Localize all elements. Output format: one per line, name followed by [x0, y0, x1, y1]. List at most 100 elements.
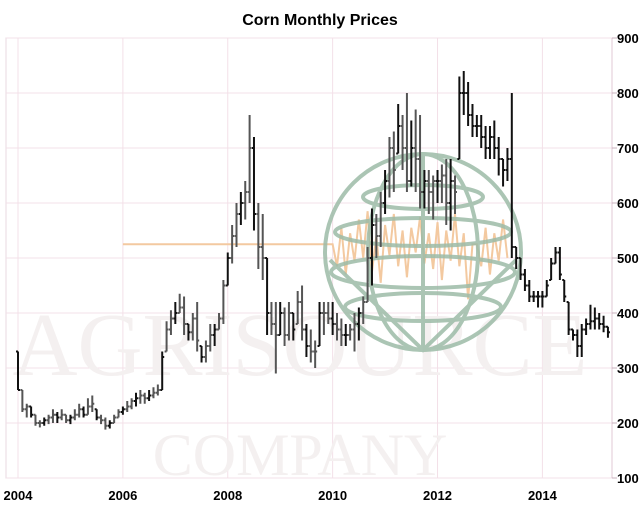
ohlc-bar: [155, 384, 160, 396]
ohlc-bar: [592, 307, 597, 330]
ohlc-bar: [217, 313, 222, 331]
ohlc-bar: [549, 258, 554, 281]
ohlc-bar: [85, 398, 90, 416]
ohlc-bar: [483, 126, 488, 159]
ohlc-bar: [531, 291, 536, 302]
ohlc-bar: [356, 307, 361, 341]
ohlc-bar: [435, 170, 440, 203]
ohlc-bar: [186, 323, 191, 341]
globe-v: [328, 258, 518, 353]
ohlc-bar: [94, 408, 99, 421]
ohlc-bar: [387, 137, 392, 198]
ohlc-bar: [20, 389, 25, 412]
ohlc-bar: [133, 392, 138, 407]
ohlc-bar: [212, 324, 217, 346]
ohlc-bar: [168, 310, 173, 335]
ohlc-bar: [256, 203, 261, 269]
ohlc-bar: [81, 406, 86, 418]
ohlc-bar: [295, 291, 300, 325]
ohlc-bar: [199, 345, 204, 363]
y-tick-label: 100: [617, 471, 639, 486]
ohlc-bar: [195, 302, 200, 352]
ohlc-bar: [492, 120, 497, 159]
ohlc-bar: [540, 291, 545, 308]
ohlc-bar: [247, 115, 252, 203]
ohlc-bar: [304, 324, 309, 357]
x-tick-label: 2012: [423, 488, 452, 503]
ohlc-bar: [282, 307, 287, 346]
globe-latitude: [343, 291, 503, 323]
watermark-text: COMPANY: [153, 422, 448, 488]
ohlc-bar: [68, 414, 73, 425]
ohlc-bar: [597, 313, 602, 330]
ohlc-bar: [343, 324, 348, 346]
ohlc-bar: [251, 137, 256, 231]
y-tick-label: 300: [617, 361, 639, 376]
ohlc-bar: [487, 126, 492, 159]
price-bars: [16, 71, 610, 430]
ohlc-bar: [448, 159, 453, 231]
ohlc-bar: [588, 304, 593, 330]
ohlc-bar: [221, 280, 226, 324]
ohlc-bar: [321, 302, 326, 335]
ohlc-bar: [269, 302, 274, 335]
ohlc-bar: [444, 159, 449, 225]
ohlc-bar: [352, 313, 357, 352]
ohlc-bar: [391, 131, 396, 192]
ohlc-bar: [501, 158, 506, 187]
ohlc-bar: [291, 312, 296, 341]
ohlc-bar: [579, 324, 584, 357]
ohlc-bar: [505, 148, 510, 181]
ohlc-bar: [16, 350, 20, 391]
ohlc-bar: [479, 115, 484, 148]
ohlc-bar: [230, 225, 235, 264]
ohlc-bar: [308, 329, 313, 363]
ohlc-bar: [544, 280, 549, 298]
ohlc-bar: [422, 170, 427, 209]
ohlc-bar: [396, 104, 401, 155]
ohlc-bar: [601, 315, 606, 333]
y-tick-label: 400: [617, 306, 639, 321]
ohlc-bar: [369, 208, 374, 286]
ohlc-bar: [151, 387, 156, 399]
ohlc-bar: [116, 409, 121, 419]
ohlc-bar: [461, 71, 466, 115]
ohlc-bar: [273, 302, 278, 374]
ohlc-bar: [330, 302, 335, 335]
ohlc-bar: [50, 409, 55, 423]
ohlc-bar: [125, 401, 130, 412]
ohlc-bar: [278, 302, 283, 336]
ohlc-bar: [203, 340, 208, 363]
ohlc-bar: [225, 252, 230, 287]
ohlc-bar: [55, 412, 60, 423]
ohlc-bar: [470, 104, 475, 137]
ohlc-bar: [335, 313, 340, 341]
ohlc-bar: [147, 390, 152, 401]
ohlc-bar: [514, 246, 519, 269]
x-tick-label: 2014: [528, 488, 558, 503]
ohlc-bar: [59, 409, 64, 421]
ohlc-bar: [426, 170, 431, 214]
ohlc-bar: [190, 313, 195, 341]
chart-title: Corn Monthly Prices: [242, 12, 398, 29]
ohlc-bar: [339, 318, 344, 346]
ohlc-bar: [457, 76, 462, 160]
ohlc-bar: [29, 405, 34, 418]
ohlc-bar: [138, 390, 143, 404]
ohlc-bar: [348, 324, 353, 341]
ohlc-bar: [361, 296, 366, 324]
y-tick-label: 700: [617, 141, 639, 156]
ohlc-bar: [536, 291, 541, 308]
globe-latitude: [361, 183, 485, 211]
ohlc-bar: [605, 325, 610, 338]
ohlc-bar: [326, 302, 331, 324]
ohlc-bar: [553, 247, 558, 265]
ohlc-bar: [300, 285, 305, 341]
ohlc-bar: [466, 82, 471, 126]
ohlc-bar: [24, 403, 29, 418]
x-axis: 2004 2006 2008 2010 2012 2014: [4, 488, 558, 503]
y-axis: 100 200 300 400 500 600 700 800 900: [611, 31, 639, 486]
ohlc-bar: [208, 324, 213, 352]
ohlc-bar: [365, 247, 370, 303]
y-tick-label: 600: [617, 196, 639, 211]
